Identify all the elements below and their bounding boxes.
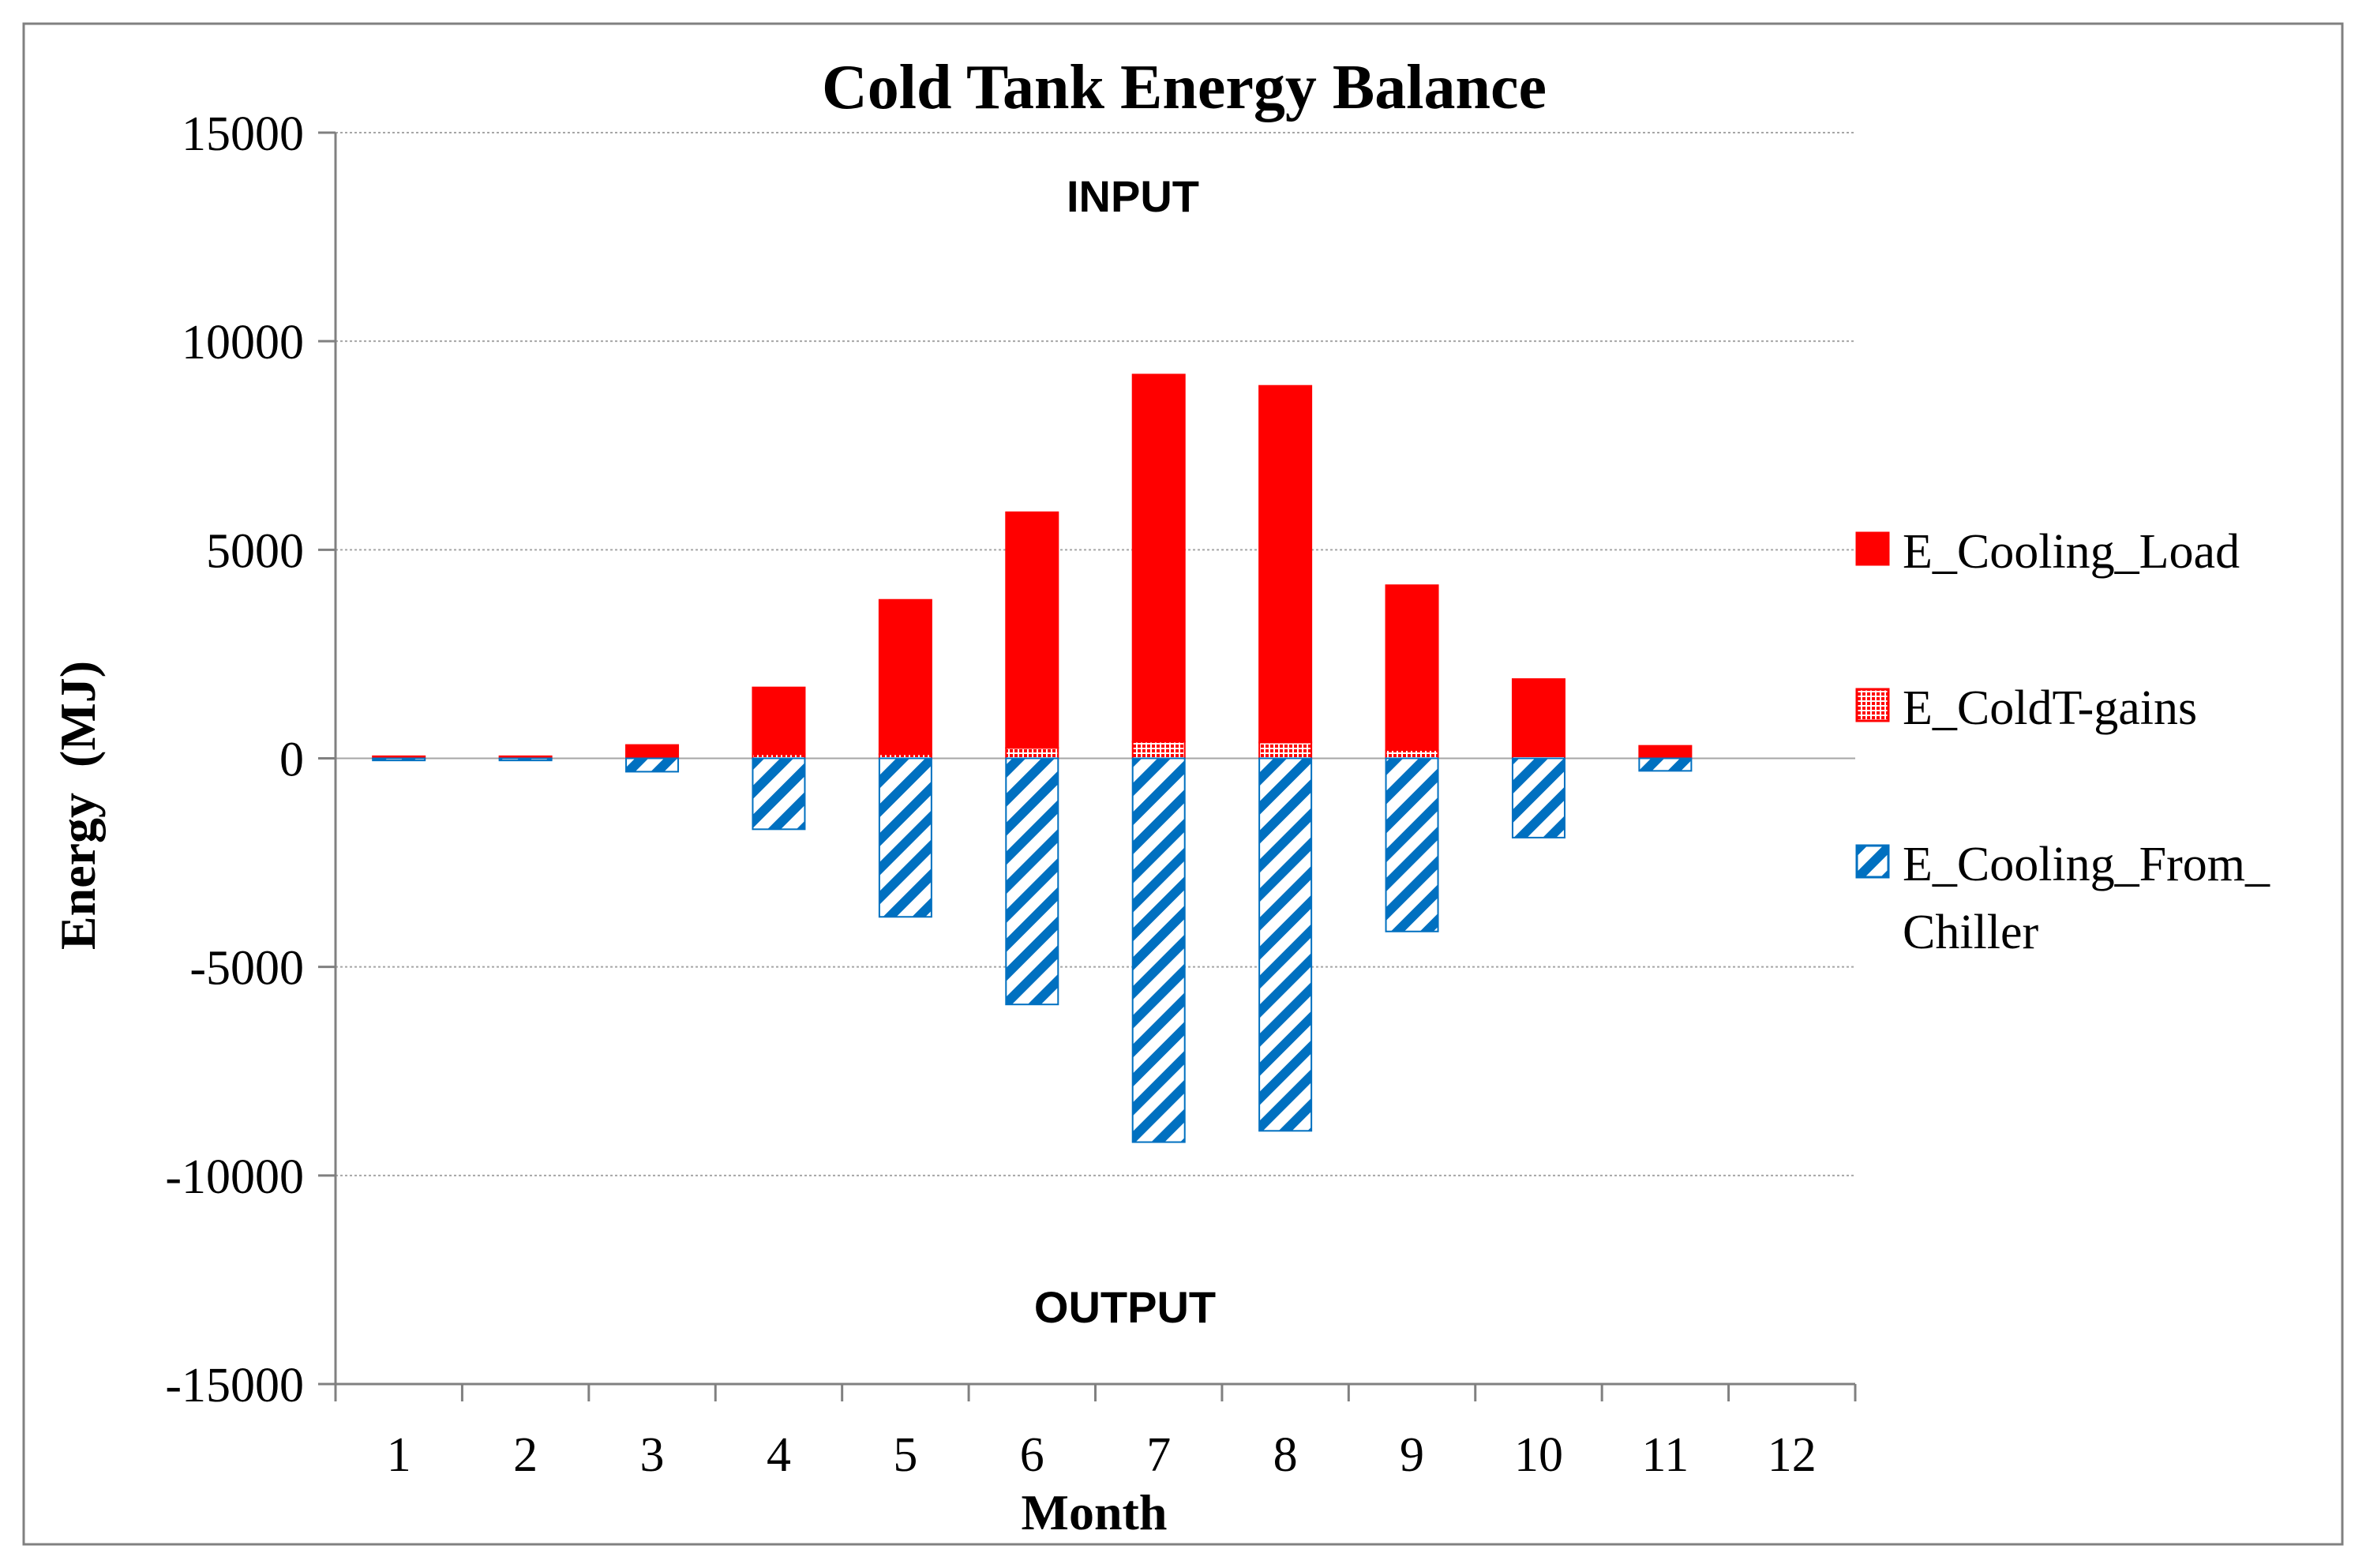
- bar-cooling-from-chiller-month-7: [1131, 757, 1186, 1143]
- bar-cooling-from-chiller-month-6: [1005, 757, 1059, 1006]
- x-tick-labels: 1 2 3 4 5 6 7 8 9 10 11 12: [387, 1428, 1817, 1482]
- x-tick-label: 3: [640, 1428, 665, 1482]
- y-tick-labels: 15000 10000 5000 0 -5000 -10000 -15000: [165, 107, 304, 1412]
- x-tick-label: 7: [1146, 1428, 1171, 1482]
- x-tick-label: 1: [387, 1428, 411, 1482]
- bar-cooling-load-month-7: [1131, 373, 1186, 743]
- x-tick-label: 10: [1514, 1428, 1563, 1482]
- y-tick-label: -15000: [165, 1359, 304, 1412]
- legend-cooling-from-chiller: E_Cooling_From_ Chiller: [1855, 838, 2270, 959]
- bar-coldt-gains-month-6: [1005, 747, 1059, 760]
- y-tick-label: 5000: [206, 524, 304, 578]
- x-tick-label: 8: [1273, 1428, 1298, 1482]
- bar-coldt-gains-month-7: [1131, 741, 1186, 760]
- bar-cooling-load-month-6: [1005, 511, 1059, 749]
- bar-cooling-from-chiller-month-8: [1258, 757, 1313, 1132]
- annotation-input: INPUT: [1067, 171, 1199, 221]
- legend-coldt-gains: E_ColdT-gains: [1855, 681, 2197, 735]
- bar-cooling-from-chiller-month-10: [1511, 757, 1565, 838]
- legend: E_Cooling_Load E_ColdT-gains E_Cooling_Fro…: [1855, 525, 2270, 959]
- x-tick-label: 5: [893, 1428, 917, 1482]
- legend-swatch: [1855, 531, 1890, 566]
- legend-swatch: [1855, 844, 1890, 879]
- bar-cooling-load-month-3: [625, 744, 680, 759]
- bar-coldt-gains-month-8: [1258, 741, 1313, 760]
- legend-label: E_ColdT-gains: [1903, 681, 2197, 735]
- bar-cooling-load-month-9: [1385, 584, 1439, 751]
- annotation-output: OUTPUT: [1034, 1282, 1216, 1332]
- x-tick-label: 4: [767, 1428, 791, 1482]
- bar-cooling-from-chiller-month-3: [625, 757, 680, 773]
- y-tick-label: 0: [279, 733, 304, 787]
- bar-cooling-load-month-8: [1258, 384, 1313, 744]
- bar-cooling-from-chiller-month-5: [878, 757, 932, 918]
- x-tick-label: 12: [1768, 1428, 1817, 1482]
- y-tick-label: 10000: [182, 316, 304, 369]
- legend-cooling-load: E_Cooling_Load: [1855, 525, 2240, 579]
- legend-label: E_Cooling_From_ Chiller: [1903, 838, 2270, 959]
- x-axis-label: Month: [1022, 1484, 1168, 1540]
- y-tick-label: 15000: [182, 107, 304, 161]
- legend-swatch: [1855, 688, 1890, 722]
- y-tick-label: -10000: [165, 1150, 304, 1204]
- x-tick-label: 2: [513, 1428, 538, 1482]
- bar-cooling-from-chiller-month-11: [1638, 757, 1693, 772]
- bar-coldt-gains-month-9: [1385, 748, 1439, 760]
- x-tick-label: 9: [1400, 1428, 1424, 1482]
- chart-title: Cold Tank Energy Balance: [822, 53, 1547, 122]
- bar-cooling-load-month-11: [1638, 745, 1693, 760]
- x-tick-label: 6: [1020, 1428, 1044, 1482]
- bar-cooling-load-month-5: [878, 598, 932, 756]
- x-tick-label: 11: [1642, 1428, 1689, 1482]
- bar-cooling-from-chiller-month-4: [752, 757, 806, 831]
- bar-cooling-load-month-10: [1511, 678, 1565, 757]
- bar-cooling-from-chiller-month-2: [498, 757, 553, 762]
- bar-cooling-from-chiller-month-9: [1385, 757, 1439, 932]
- axes: [318, 131, 1857, 1401]
- bar-cooling-load-month-4: [752, 686, 806, 756]
- bar-cooling-from-chiller-month-1: [372, 757, 426, 762]
- bars: [372, 373, 1693, 1143]
- y-tick-label: -5000: [189, 942, 304, 996]
- legend-label: E_Cooling_Load: [1903, 525, 2240, 579]
- y-axis-label: Energy (MJ): [50, 661, 106, 950]
